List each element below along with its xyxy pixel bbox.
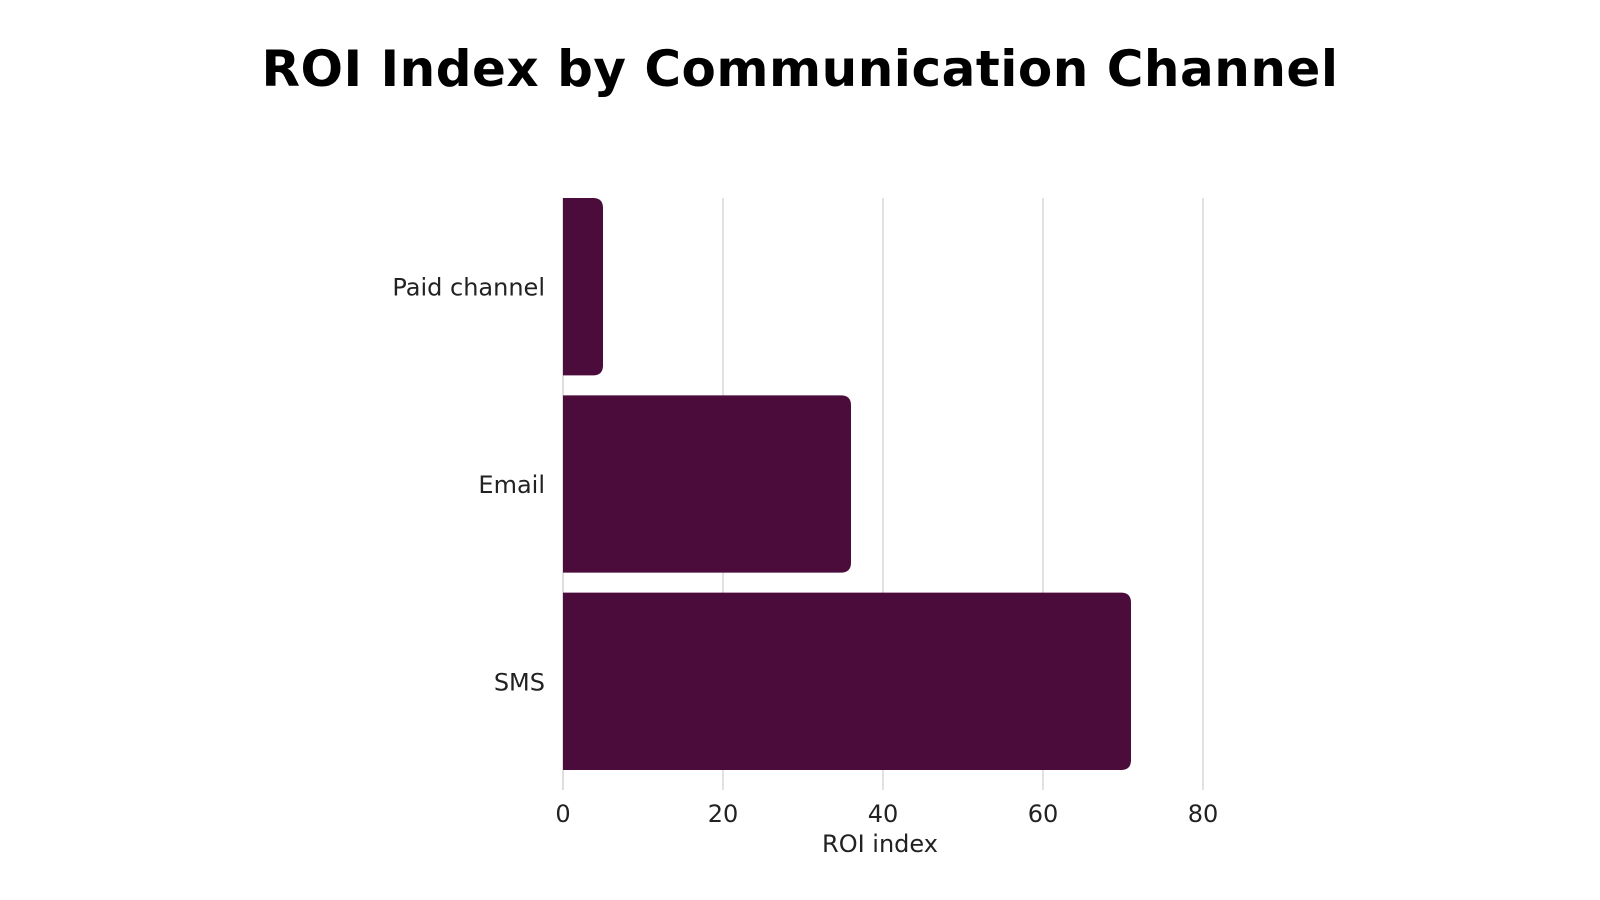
x-tick-label: 40 [868,800,899,828]
x-tick-labels: 0 20 40 60 80 [555,800,1218,828]
bar-paid-channel [563,198,603,376]
x-tick-label: 80 [1188,800,1219,828]
bar-sms [563,592,1131,770]
category-label: Email [478,471,545,499]
x-tick-label: 20 [708,800,739,828]
x-axis-label: ROI index [822,830,938,858]
bar-email [563,395,851,573]
chart-title: ROI Index by Communication Channel [261,40,1339,98]
category-label: SMS [494,668,545,696]
category-labels: Paid channel Email SMS [392,274,545,697]
category-label: Paid channel [392,274,545,302]
x-tick-label: 0 [555,800,570,828]
x-tick-label: 60 [1028,800,1059,828]
bars [563,198,1131,770]
